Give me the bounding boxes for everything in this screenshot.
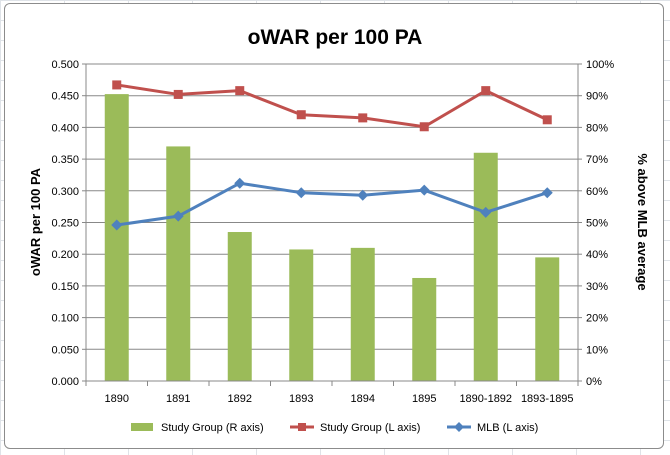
marker-diamond	[172, 210, 184, 222]
bar-study-group	[227, 232, 252, 381]
bar-study-group	[350, 247, 375, 381]
x-tick-label: 1894	[351, 393, 375, 405]
marker-square	[358, 113, 368, 123]
legend-label: Study Group (L axis)	[320, 422, 420, 434]
bar-study-group	[104, 94, 129, 382]
marker-diamond	[357, 189, 369, 201]
marker-diamond	[111, 219, 123, 231]
marker-square	[542, 115, 552, 125]
marker-diamond	[418, 184, 430, 196]
line-square	[116, 83, 548, 129]
x-tick-label: 1890-1892	[459, 393, 512, 405]
right-tick-label: 0%	[586, 376, 602, 388]
chart-title: oWAR per 100 PA	[248, 26, 423, 49]
marker-diamond	[480, 206, 492, 218]
left-axis-title: oWAR per 100 PA	[28, 167, 43, 276]
x-tick-label: 1891	[166, 393, 190, 405]
right-tick-label: 100%	[586, 59, 614, 71]
bar-study-group	[289, 249, 314, 381]
left-tick-label: 0.250	[51, 218, 79, 230]
marker-square	[481, 86, 491, 96]
left-tick-label: 0.350	[51, 154, 79, 166]
marker-square	[419, 122, 429, 132]
marker-diamond	[541, 187, 553, 199]
marker-diamond	[295, 187, 307, 199]
left-tick-label: 0.000	[51, 376, 79, 388]
bar-study-group	[412, 277, 437, 381]
right-tick-label: 50%	[586, 218, 608, 230]
legend-marker-square	[298, 423, 306, 431]
bar-study-group	[473, 152, 498, 381]
right-tick-label: 60%	[586, 186, 608, 198]
line-diamond	[116, 181, 548, 227]
x-tick-label: 1890	[105, 393, 129, 405]
x-tick-label: 1895	[412, 393, 436, 405]
legend-label: MLB (L axis)	[477, 422, 538, 434]
bar-study-group	[535, 257, 560, 381]
right-axis-title: % above MLB average	[635, 153, 650, 290]
right-tick-label: 30%	[586, 281, 608, 293]
x-tick-label: 1892	[228, 393, 252, 405]
right-tick-label: 40%	[586, 249, 608, 261]
left-tick-label: 0.400	[51, 122, 79, 134]
plot-area: 0.000 0.050 0.100 0.150 0.200 0.250 0.300 0.350…	[51, 59, 614, 405]
marker-square	[235, 86, 245, 96]
legend-marker-diamond	[454, 422, 464, 432]
x-tick-label: 1893-1895	[521, 393, 574, 405]
marker-square	[296, 110, 306, 120]
left-tick-label: 0.050	[51, 344, 79, 356]
right-tick-label: 10%	[586, 344, 608, 356]
right-tick-label: 70%	[586, 154, 608, 166]
right-tick-label: 80%	[586, 122, 608, 134]
left-tick-label: 0.500	[51, 59, 79, 71]
marker-square	[112, 80, 122, 90]
marker-square	[173, 89, 183, 99]
marker-diamond	[234, 177, 246, 189]
x-tick-label: 1893	[289, 393, 313, 405]
left-tick-label: 0.450	[51, 91, 79, 103]
legend-swatch-bar	[131, 423, 153, 431]
legend-label: Study Group (R axis)	[161, 422, 264, 434]
bar-study-group	[166, 146, 191, 381]
right-tick-label: 20%	[586, 313, 608, 325]
legend: Study Group (R axis) Study Group (L axis)…	[131, 422, 538, 434]
right-tick-label: 90%	[586, 91, 608, 103]
left-tick-label: 0.200	[51, 249, 79, 261]
left-tick-label: 0.150	[51, 281, 79, 293]
left-tick-label: 0.100	[51, 313, 79, 325]
left-tick-label: 0.300	[51, 186, 79, 198]
